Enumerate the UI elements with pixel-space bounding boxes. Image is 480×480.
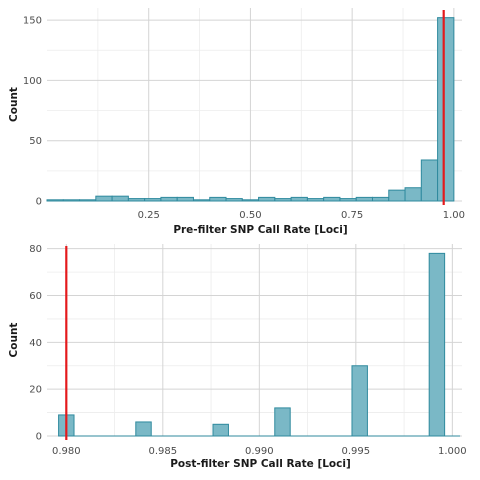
post-filter-histogram-panel: 0.980 0.985 0.990 0.995 1.000 0 20 40 60 80 Post-f… <box>8 244 467 470</box>
post-y-tick-label: 40 <box>29 338 42 349</box>
pre-histogram-bar <box>388 189 406 202</box>
post-x-tick-label: 0.995 <box>342 446 371 457</box>
pre-x-tick-label: 0.75 <box>341 210 363 221</box>
pre-histogram-bar <box>420 159 439 202</box>
pre-histogram-bar <box>111 195 129 202</box>
post-histogram-bar <box>351 365 368 437</box>
post-x-tick-label: 0.985 <box>148 446 177 457</box>
pre-x-axis-title: Pre-filter SNP Call Rate [Loci] <box>173 224 347 236</box>
pre-y-tick-label: 50 <box>29 136 42 147</box>
pre-y-tick-label: 150 <box>23 16 42 27</box>
post-histogram-bar <box>428 252 446 437</box>
pre-histogram-bar <box>209 196 227 202</box>
post-x-tick-label: 0.980 <box>52 446 81 457</box>
pre-x-tick-label: 0.50 <box>239 210 261 221</box>
post-y-tick-label: 80 <box>29 244 42 255</box>
post-x-axis-title: Post-filter SNP Call Rate [Loci] <box>170 458 351 470</box>
pre-histogram-bar <box>323 196 341 202</box>
pre-y-tick-label: 100 <box>23 76 42 87</box>
post-x-tick-label: 1.000 <box>438 446 467 457</box>
pre-y-tick-label: 0 <box>36 197 42 208</box>
pre-histogram-bar <box>355 196 373 202</box>
post-x-tick-label: 0.990 <box>245 446 274 457</box>
post-y-tick-label: 60 <box>29 291 42 302</box>
pre-filter-histogram-panel: 0.25 0.50 0.75 1.00 0 50 100 150 Pre-filter SNP … <box>8 8 465 236</box>
post-histogram-bar <box>212 423 229 437</box>
pre-histogram-bar <box>176 196 194 202</box>
pre-y-axis-title: Count <box>8 87 20 122</box>
post-y-tick-label: 0 <box>36 432 42 443</box>
post-y-tick-label: 20 <box>29 385 42 396</box>
pre-histogram-bar <box>95 195 113 202</box>
pre-histogram-bar <box>437 17 455 202</box>
pre-x-tick-label: 1.00 <box>443 210 465 221</box>
pre-x-tick-label: 0.25 <box>138 210 160 221</box>
post-histogram-bar <box>274 407 291 437</box>
pre-histogram-bar <box>160 196 178 202</box>
pre-histogram-bar <box>290 196 308 202</box>
pre-histogram-bar <box>371 196 390 202</box>
post-histogram-bar <box>135 421 152 437</box>
post-y-axis-title: Count <box>8 323 20 358</box>
pre-histogram-bar <box>258 196 276 202</box>
pre-histogram-bar <box>404 187 422 202</box>
